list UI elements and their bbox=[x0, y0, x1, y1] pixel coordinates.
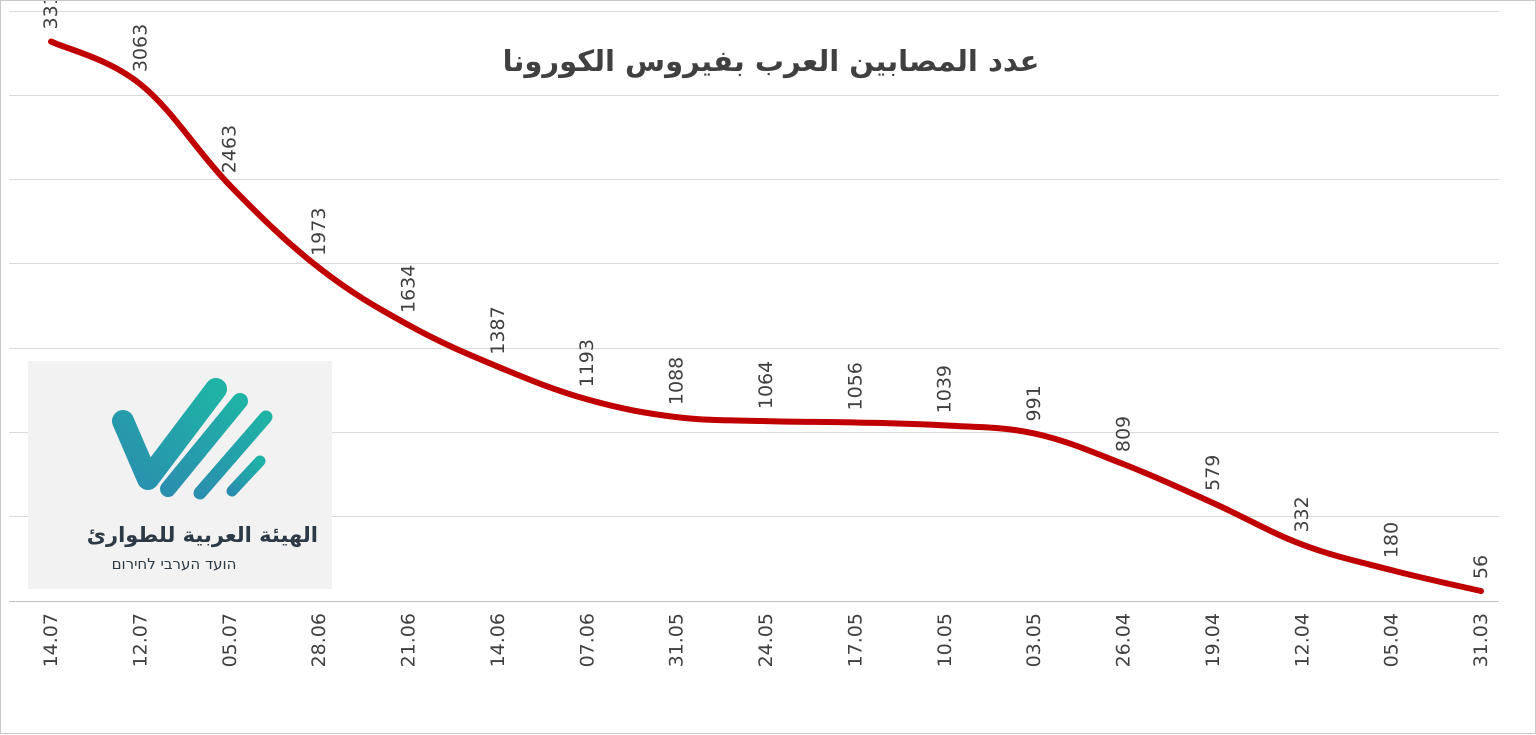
data-label: 1973 bbox=[308, 208, 330, 256]
data-label: 1387 bbox=[487, 306, 509, 354]
data-label: 332 bbox=[1291, 496, 1313, 532]
data-label: 1088 bbox=[666, 357, 688, 405]
x-tick-label: 19.04 bbox=[1202, 613, 1224, 667]
data-label: 1634 bbox=[398, 265, 420, 313]
series-line bbox=[48, 38, 1484, 595]
x-tick-label: 03.05 bbox=[1023, 613, 1045, 667]
logo-secondary-text: הועד הערבי לחירום bbox=[111, 555, 237, 573]
data-label: 991 bbox=[1023, 385, 1045, 421]
data-label: 1064 bbox=[755, 361, 777, 409]
x-tick-label: 14.07 bbox=[40, 613, 62, 667]
x-tick-label: 14.06 bbox=[487, 613, 509, 667]
data-label: 180 bbox=[1381, 522, 1403, 558]
organization-logo: الهيئة العربية للطوارئ הועד הערבי לחירום bbox=[28, 361, 332, 589]
x-tick-label: 10.05 bbox=[934, 613, 956, 667]
x-tick-label: 05.04 bbox=[1381, 613, 1403, 667]
data-label: 3316 bbox=[40, 1, 62, 30]
x-tick-label: 24.05 bbox=[755, 613, 777, 667]
data-label: 3063 bbox=[129, 24, 151, 72]
data-label: 1039 bbox=[934, 365, 956, 413]
x-tick-label: 31.03 bbox=[1470, 613, 1492, 667]
x-tick-label: 21.06 bbox=[398, 613, 420, 667]
x-tick-label: 07.06 bbox=[576, 613, 598, 667]
data-label: 2463 bbox=[219, 125, 241, 173]
data-labels: 3316 3063 2463 1973 1634 1387 1193 1088 1064 1056… bbox=[40, 1, 1492, 579]
x-tick-label: 31.05 bbox=[666, 613, 688, 667]
x-tick-label: 12.07 bbox=[129, 613, 151, 667]
x-tick-label: 17.05 bbox=[844, 613, 866, 667]
data-label: 809 bbox=[1113, 416, 1135, 452]
x-tick-labels: 14.07 12.07 05.07 28.06 21.06 14.06 07.06 31.05… bbox=[40, 613, 1492, 667]
logo-mark-icon bbox=[112, 378, 273, 500]
x-tick-label: 26.04 bbox=[1113, 613, 1135, 667]
data-label: 1056 bbox=[844, 362, 866, 410]
x-tick-label: 12.04 bbox=[1291, 613, 1313, 667]
data-label: 1193 bbox=[576, 339, 598, 387]
logo-primary-text: الهيئة العربية للطوارئ bbox=[86, 523, 318, 547]
x-tick-label: 05.07 bbox=[219, 613, 241, 667]
data-label: 579 bbox=[1202, 455, 1224, 491]
series-group bbox=[48, 38, 1484, 595]
chart-title: عدد المصابين العرب بفيروس الكورونا bbox=[503, 44, 1040, 78]
data-label: 56 bbox=[1470, 555, 1492, 579]
x-tick-label: 28.06 bbox=[308, 613, 330, 667]
